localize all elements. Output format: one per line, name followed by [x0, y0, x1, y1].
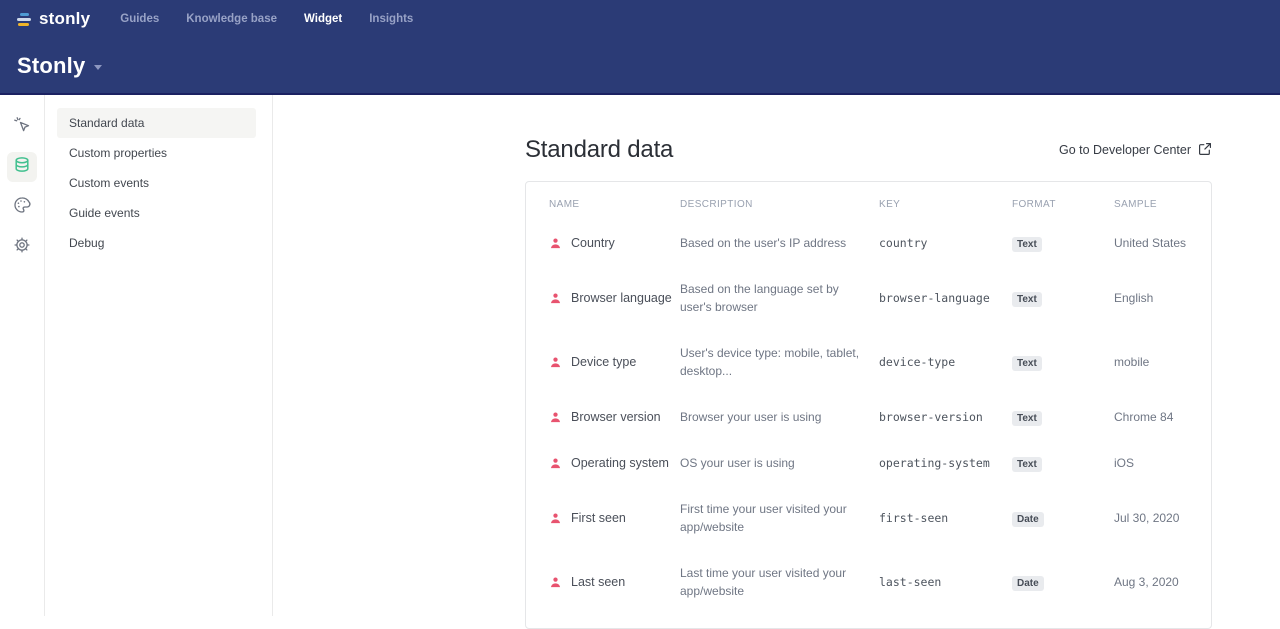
- column-header-description: DESCRIPTION: [680, 199, 753, 210]
- format-badge: Text: [1012, 457, 1042, 472]
- subnav-item-guide-events[interactable]: Guide events: [69, 206, 140, 220]
- property-description: User's device type: mobile, tablet, desk…: [680, 346, 860, 378]
- property-sample: iOS: [1114, 456, 1135, 470]
- external-link-icon: [1198, 142, 1212, 159]
- property-sample: Aug 3, 2020: [1114, 575, 1179, 589]
- stonly-logo-icon: [16, 12, 32, 27]
- rail-item-settings[interactable]: [7, 232, 37, 262]
- property-description: First time your user visited your app/we…: [680, 502, 847, 534]
- table-row: Device type User's device type: mobile, …: [526, 330, 1211, 394]
- user-property-icon: [550, 237, 561, 248]
- database-icon: [12, 155, 32, 180]
- rail-item-appearance[interactable]: [7, 192, 37, 222]
- subnav-item-debug[interactable]: Debug: [69, 236, 105, 250]
- user-property-icon: [550, 411, 561, 422]
- format-badge: Date: [1012, 512, 1044, 527]
- palette-icon: [12, 195, 32, 220]
- property-key: browser-version: [879, 410, 983, 424]
- stonly-logo[interactable]: stonly: [16, 9, 90, 29]
- table-row: Operating system OS your user is using o…: [526, 440, 1211, 486]
- property-description: OS your user is using: [680, 456, 795, 470]
- property-sample: Chrome 84: [1114, 410, 1174, 424]
- property-name: Browser version: [571, 410, 661, 424]
- property-description: Based on the user's IP address: [680, 236, 847, 250]
- property-key: country: [879, 236, 928, 250]
- top-menu-widget[interactable]: Widget: [304, 13, 343, 25]
- property-sample: Jul 30, 2020: [1114, 511, 1180, 525]
- user-property-icon: [550, 356, 561, 367]
- top-menu-knowledge-base[interactable]: Knowledge base: [186, 13, 277, 25]
- workspace-title: Stonly: [17, 52, 86, 78]
- table-row: First seen First time your user visited …: [526, 486, 1211, 550]
- gear-icon: [12, 235, 32, 260]
- stonly-logo-text: stonly: [39, 9, 91, 28]
- property-name: Operating system: [571, 456, 669, 470]
- property-key: browser-language: [879, 291, 990, 305]
- standard-data-table: NAME DESCRIPTION KEY FORMAT SAMPLE Count…: [526, 184, 1211, 614]
- subnav-item-standard-data[interactable]: Standard data: [57, 108, 256, 138]
- property-name: Country: [571, 236, 615, 250]
- subnav-item-custom-events[interactable]: Custom events: [69, 176, 150, 190]
- property-key: operating-system: [879, 456, 990, 470]
- subnav-item-custom-properties[interactable]: Custom properties: [69, 146, 168, 160]
- column-header-key: KEY: [879, 199, 901, 210]
- table-header-row: NAME DESCRIPTION KEY FORMAT SAMPLE: [526, 184, 1211, 220]
- property-sample: English: [1114, 291, 1154, 305]
- property-description: Browser your user is using: [680, 410, 822, 424]
- developer-center-link-label: Go to Developer Center: [1058, 143, 1191, 157]
- pointer-sparkle-icon: [12, 115, 32, 140]
- format-badge: Text: [1012, 237, 1042, 252]
- table-row: Last seen Last time your user visited yo…: [526, 550, 1211, 614]
- property-name: Device type: [571, 355, 637, 369]
- table-row: Browser version Browser your user is usi…: [526, 394, 1211, 440]
- user-property-icon: [550, 292, 561, 303]
- format-badge: Date: [1012, 576, 1044, 591]
- user-property-icon: [550, 512, 561, 523]
- format-badge: Text: [1012, 411, 1042, 426]
- property-key: device-type: [879, 355, 956, 369]
- column-header-sample: SAMPLE: [1114, 199, 1157, 210]
- top-navbar: stonly Guides Knowledge base Widget Insi…: [0, 0, 1280, 38]
- top-menu-guides[interactable]: Guides: [120, 13, 160, 25]
- format-badge: Text: [1012, 356, 1042, 371]
- property-name: First seen: [571, 511, 626, 525]
- property-name: Last seen: [571, 575, 626, 589]
- user-property-icon: [550, 576, 561, 587]
- page-title: Standard data: [525, 136, 674, 163]
- table-row: Country Based on the user's IP address c…: [526, 220, 1211, 266]
- app-header: Stonly: [0, 38, 1280, 95]
- property-name: Browser language: [571, 291, 672, 305]
- chevron-down-icon: [94, 65, 103, 70]
- property-sample: mobile: [1114, 355, 1150, 369]
- top-menu-insights[interactable]: Insights: [369, 13, 414, 25]
- workspace-switcher[interactable]: Stonly: [17, 52, 103, 79]
- rail-item-user-data[interactable]: [7, 152, 37, 182]
- rail-item-interactions[interactable]: [7, 112, 37, 142]
- standard-data-table-card: NAME DESCRIPTION KEY FORMAT SAMPLE Count…: [525, 181, 1212, 629]
- column-header-name: NAME: [549, 199, 580, 210]
- icon-rail: [0, 95, 45, 616]
- property-description: Last time your user visited your app/web…: [680, 566, 847, 598]
- main-content: Standard data Go to Developer Center: [273, 95, 1280, 629]
- table-row: Browser language Based on the language s…: [526, 266, 1211, 330]
- property-sample: United States: [1114, 236, 1187, 250]
- format-badge: Text: [1012, 292, 1042, 307]
- workspace: Standard data Custom properties Custom e…: [0, 95, 1280, 629]
- property-key: first-seen: [879, 511, 949, 525]
- top-menu: Guides Knowledge base Widget Insights: [120, 13, 413, 25]
- property-description: Based on the language set by user's brow…: [680, 282, 839, 314]
- property-key: last-seen: [879, 575, 942, 589]
- developer-center-link[interactable]: Go to Developer Center: [1059, 142, 1212, 159]
- column-header-format: FORMAT: [1012, 199, 1056, 210]
- user-property-icon: [550, 457, 561, 468]
- subnav: Standard data Custom properties Custom e…: [45, 95, 273, 616]
